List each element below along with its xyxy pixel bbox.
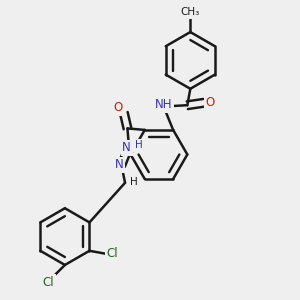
Text: N: N	[122, 141, 131, 154]
Text: O: O	[113, 101, 122, 114]
Text: O: O	[206, 96, 215, 109]
Text: Cl: Cl	[43, 276, 54, 289]
Text: H: H	[135, 140, 142, 150]
Text: Cl: Cl	[106, 247, 118, 260]
Text: N: N	[115, 158, 124, 171]
Text: CH₃: CH₃	[181, 7, 200, 17]
Text: H: H	[130, 177, 137, 187]
Text: NH: NH	[155, 98, 172, 111]
